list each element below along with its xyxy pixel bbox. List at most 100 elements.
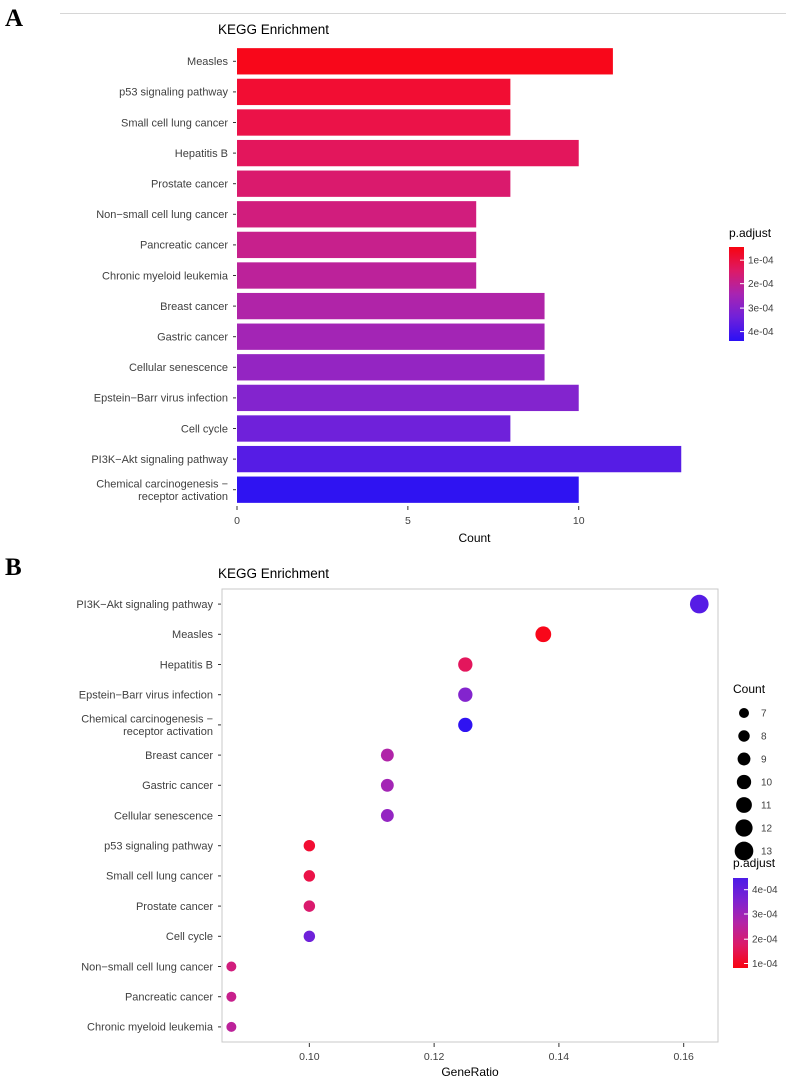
y-tick-label-prostate-cancer: Prostate cancer (151, 179, 228, 191)
bar-prostate-cancer (237, 170, 511, 197)
dot-gastric-cancer (380, 778, 394, 792)
y-tick-label-gastric-cancer: Gastric cancer (157, 332, 228, 344)
dot-epstein-barr-virus-infection (458, 687, 473, 702)
legend-count-dot-13 (734, 841, 754, 861)
bar-cell-cycle (237, 415, 511, 442)
kegg-dot-plot: KEGG Enrichment PI3K−Akt signaling pathwa… (76, 566, 778, 1079)
legend-count-label: 10 (761, 778, 773, 789)
legend-count-dot-10 (736, 774, 752, 790)
y-tick-label-hepatitis-b: Hepatitis B (175, 148, 228, 160)
legend-count-dot-8 (738, 730, 750, 742)
y-tick-label-epstein-barr-virus-infection: Epstein−Barr virus infection (79, 690, 213, 702)
legend-padjust-label: 3e-04 (752, 910, 778, 921)
y-tick-label-measles: Measles (187, 56, 228, 68)
bar-small-cell-lung-cancer (237, 109, 511, 136)
dot-pancreatic-cancer (226, 991, 237, 1002)
x-tick-label: 0 (234, 515, 240, 527)
y-tick-label-chemical-carcinogenesis-receptor-activation: Chemical carcinogenesis − receptor activa… (96, 478, 228, 503)
y-tick-label-cellular-senescence: Cellular senescence (129, 362, 228, 374)
x-tick-label: 0.10 (299, 1051, 320, 1063)
dot-small-cell-lung-cancer (303, 870, 316, 882)
legend-padjust-gradient (729, 247, 744, 341)
chart-a-title: KEGG Enrichment (218, 22, 329, 37)
y-tick-label-pancreatic-cancer: Pancreatic cancer (140, 240, 228, 252)
bar-breast-cancer (237, 292, 545, 320)
legend-count-dot-11 (736, 797, 752, 813)
bar-cellular-senescence (237, 354, 545, 381)
legend-count-label: 12 (761, 824, 773, 835)
dot-cell-cycle (303, 930, 316, 943)
y-tick-label-pi3k-akt-signaling-pathway: PI3K−Akt signaling pathway (76, 599, 213, 611)
figure-top-border-line (60, 13, 786, 14)
y-tick-label-small-cell-lung-cancer: Small cell lung cancer (121, 117, 228, 129)
y-tick-label-chronic-myeloid-leukemia: Chronic myeloid leukemia (102, 270, 229, 282)
bar-pancreatic-cancer (237, 231, 477, 259)
y-tick-label-chemical-carcinogenesis-receptor-activation: Chemical carcinogenesis − receptor activa… (81, 713, 213, 738)
legend-count-dot-9 (737, 752, 751, 766)
dot-pi3k-akt-signaling-pathway (689, 594, 709, 614)
x-tick-label: 0.12 (424, 1051, 445, 1063)
y-tick-label-cell-cycle: Cell cycle (166, 931, 213, 943)
y-tick-label-non-small-cell-lung-cancer: Non−small cell lung cancer (81, 961, 213, 973)
panel-a-label: A (5, 5, 24, 32)
bar-hepatitis-b (237, 139, 579, 167)
y-tick-label-cell-cycle: Cell cycle (181, 423, 228, 435)
y-tick-label-hepatitis-b: Hepatitis B (160, 659, 213, 671)
legend-count-dot-12 (735, 819, 753, 837)
y-tick-label-prostate-cancer: Prostate cancer (136, 901, 213, 913)
x-tick-label: 5 (405, 515, 411, 527)
y-tick-label-non-small-cell-lung-cancer: Non−small cell lung cancer (96, 209, 228, 221)
dot-cellular-senescence (380, 809, 394, 822)
bar-measles (237, 48, 613, 75)
legend-padjust-gradient (733, 878, 748, 968)
y-tick-label-chronic-myeloid-leukemia: Chronic myeloid leukemia (87, 1022, 214, 1034)
legend-padjust-title: p.adjust (733, 856, 776, 870)
dot-non-small-cell-lung-cancer (226, 961, 237, 972)
dot-breast-cancer (380, 748, 394, 762)
chart-b-title: KEGG Enrichment (218, 566, 329, 581)
dot-p53-signaling-pathway (303, 839, 316, 852)
legend-padjust-title: p.adjust (729, 226, 772, 240)
legend-count-title: Count (733, 682, 766, 696)
dot-hepatitis-b (458, 657, 473, 672)
legend-count-label: 11 (761, 801, 772, 812)
x-tick-label: 0.16 (673, 1051, 694, 1063)
legend-padjust-label: 4e-04 (752, 885, 778, 896)
legend-padjust-label: 2e-04 (752, 935, 778, 946)
legend-padjust-label: 1e-04 (748, 256, 774, 267)
bar-epstein-barr-virus-infection (237, 384, 579, 412)
dot-measles (535, 626, 552, 643)
y-tick-label-cellular-senescence: Cellular senescence (114, 810, 213, 822)
y-tick-label-pancreatic-cancer: Pancreatic cancer (125, 992, 213, 1004)
dot-chemical-carcinogenesis-receptor-activation (458, 717, 473, 733)
bar-p53-signaling-pathway (237, 78, 511, 106)
x-tick-label: 10 (573, 515, 585, 527)
plot-panel-border (221, 588, 719, 1043)
legend-padjust-label: 4e-04 (748, 327, 774, 338)
dot-chronic-myeloid-leukemia (226, 1021, 237, 1032)
x-axis-title: Count (458, 531, 491, 545)
y-tick-label-measles: Measles (172, 629, 213, 641)
y-tick-label-breast-cancer: Breast cancer (145, 750, 213, 762)
x-axis-title: GeneRatio (441, 1065, 499, 1079)
bar-pi3k-akt-signaling-pathway (237, 445, 682, 473)
panel-b: B KEGG Enrichment PI3K−Akt signaling path… (0, 545, 788, 1089)
bar-chronic-myeloid-leukemia (237, 262, 477, 289)
x-tick-label: 0.14 (549, 1051, 570, 1063)
y-tick-label-p53-signaling-pathway: p53 signaling pathway (104, 841, 213, 853)
panel-b-label: B (5, 554, 22, 581)
legend-padjust-label: 3e-04 (748, 304, 774, 315)
legend-padjust-label: 2e-04 (748, 279, 774, 290)
legend-count-label: 9 (761, 755, 767, 766)
y-tick-label-small-cell-lung-cancer: Small cell lung cancer (106, 871, 213, 883)
bar-gastric-cancer (237, 323, 545, 350)
y-tick-label-gastric-cancer: Gastric cancer (142, 780, 213, 792)
legend-count-label: 13 (761, 847, 773, 858)
legend-count-label: 8 (761, 732, 767, 743)
kegg-bar-chart: KEGG Enrichment Measles p53 signaling path… (91, 22, 774, 545)
y-tick-label-breast-cancer: Breast cancer (160, 301, 228, 313)
dot-prostate-cancer (303, 900, 316, 912)
legend-count-label: 7 (761, 709, 767, 720)
y-tick-label-p53-signaling-pathway: p53 signaling pathway (119, 87, 228, 99)
